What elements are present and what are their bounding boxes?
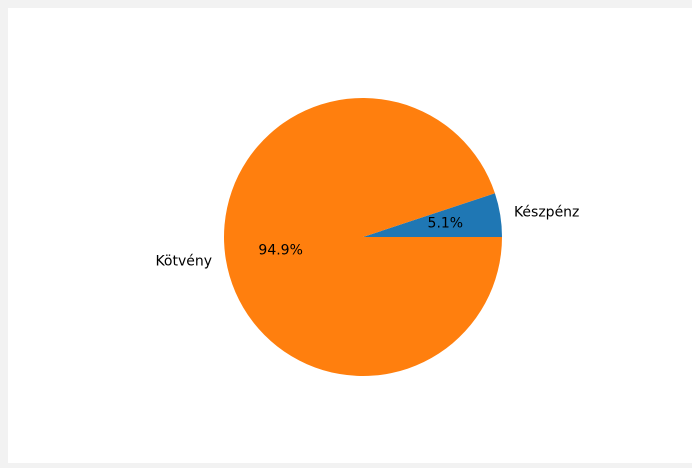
slice-pct-label-0: 5.1%: [428, 216, 464, 232]
chart-frame: Készpénz 5.1% Kötvény 94.9%: [8, 8, 692, 463]
pie-slice-0: [363, 193, 502, 237]
pie-chart: Készpénz 5.1% Kötvény 94.9%: [155, 98, 579, 377]
slice-label-0: Készpénz: [514, 205, 579, 221]
slice-label-1: Kötvény: [155, 253, 212, 269]
pie-slice-1: [224, 98, 502, 377]
slice-pct-label-1: 94.9%: [258, 242, 302, 258]
